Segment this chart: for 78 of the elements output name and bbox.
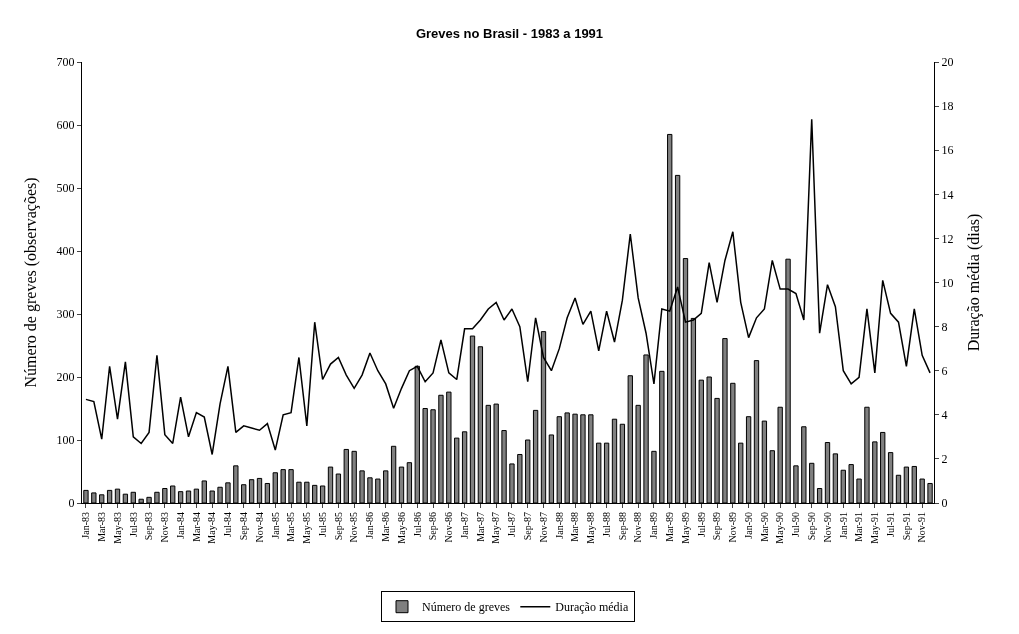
y-tick-label: 600 (56, 118, 75, 133)
x-tick-label: Mar-90 (758, 512, 770, 542)
x-tick-label: Nov-89 (727, 512, 739, 543)
x-tick-label: Mar-83 (95, 512, 107, 542)
x-tick-label: Sep-91 (900, 512, 912, 541)
x-tick-label: Jan-91 (837, 512, 849, 539)
x-tick-label: Nov-88 (632, 512, 644, 543)
y2-tick-label: 14 (941, 187, 954, 202)
x-tick-label: May-87 (490, 512, 502, 544)
x-tick-label: Jan-89 (648, 512, 660, 539)
x-tick-label: Jul-90 (790, 512, 802, 537)
x-tick-label: Sep-89 (711, 512, 723, 541)
x-tick-label: Sep-83 (143, 512, 155, 541)
x-tick-label: Jul-89 (695, 512, 707, 537)
x-tick-label: May-85 (301, 512, 313, 544)
x-tick-label: May-89 (679, 512, 691, 544)
y2-tick-label: 4 (941, 408, 948, 422)
y-tick-label: 200 (56, 370, 75, 385)
y-tick-label: 700 (56, 55, 75, 70)
y2-tick-label: 20 (941, 55, 954, 70)
x-tick-label: Jan-83 (80, 512, 92, 539)
y2-axis-title: Duração média (dias) (965, 213, 984, 352)
y2-tick-label: 0 (941, 496, 948, 511)
x-tick-label: Jul-91 (884, 512, 896, 537)
y2-tick-label: 2 (941, 452, 948, 467)
y2-tick-label: 12 (941, 231, 954, 246)
legend-label: Número de greves (422, 600, 511, 615)
x-tick-label: Sep-84 (237, 512, 249, 541)
x-tick-label: Jan-84 (174, 512, 186, 539)
x-tick-label: Sep-86 (427, 512, 439, 541)
x-tick-label: Jul-86 (411, 512, 423, 537)
x-tick-label: Sep-87 (521, 512, 533, 541)
y-tick-label: 100 (56, 433, 75, 448)
x-tick-label: Jan-85 (269, 512, 281, 539)
x-tick-label: Mar-84 (190, 512, 202, 542)
x-tick-label: Mar-88 (569, 512, 581, 542)
y-tick-label: 0 (68, 496, 75, 511)
x-tick-label: Sep-90 (805, 512, 817, 541)
x-tick-label: Jan-87 (458, 512, 470, 539)
x-tick-label: May-91 (869, 512, 881, 544)
y2-tick-label: 16 (941, 143, 954, 158)
x-tick-label: Jan-90 (742, 512, 754, 539)
x-tick-label: Mar-91 (853, 512, 865, 542)
x-tick-label: Jan-88 (553, 512, 565, 539)
x-tick-label: Nov-90 (821, 512, 833, 543)
y2-tick-label: 6 (941, 363, 948, 378)
x-tick-label: Nov-85 (348, 512, 360, 543)
x-tick-label: May-90 (774, 512, 786, 544)
x-tick-label: May-84 (206, 512, 218, 544)
x-tick-label: May-83 (111, 512, 123, 544)
x-tick-label: Jul-83 (127, 512, 139, 537)
y-tick-label: 500 (56, 181, 75, 196)
x-tick-label: Nov-86 (443, 512, 455, 543)
x-tick-label: Nov-91 (916, 512, 928, 543)
x-tick-label: Mar-87 (474, 512, 486, 542)
x-tick-label: Jul-87 (506, 512, 518, 537)
chart-title: Greves no Brasil - 1983 a 1991 (415, 25, 604, 41)
x-tick-label: Jul-88 (600, 512, 612, 537)
x-tick-label: Jul-85 (316, 512, 328, 537)
y2-tick-label: 18 (941, 99, 954, 114)
x-tick-label: Sep-88 (616, 512, 628, 541)
x-tick-label: Mar-89 (663, 512, 675, 542)
x-tick-label: Nov-83 (159, 512, 171, 543)
y-tick-label: 300 (56, 307, 75, 322)
x-tick-label: Jan-86 (364, 512, 376, 539)
x-tick-label: Jul-84 (222, 512, 234, 537)
x-tick-label: May-86 (395, 512, 407, 544)
x-tick-label: Sep-85 (332, 512, 344, 541)
x-tick-label: Mar-85 (285, 512, 297, 542)
x-tick-label: May-88 (585, 512, 597, 544)
x-tick-label: Nov-87 (537, 512, 549, 543)
legend-label: Duração média (555, 600, 629, 615)
x-tick-label: Mar-86 (379, 512, 391, 542)
y-tick-label: 400 (56, 244, 75, 259)
y2-tick-label: 10 (941, 275, 954, 290)
y2-tick-label: 8 (941, 319, 948, 334)
y-axis-title: Número de greves (observações) (22, 177, 41, 388)
x-tick-label: Nov-84 (253, 512, 265, 543)
